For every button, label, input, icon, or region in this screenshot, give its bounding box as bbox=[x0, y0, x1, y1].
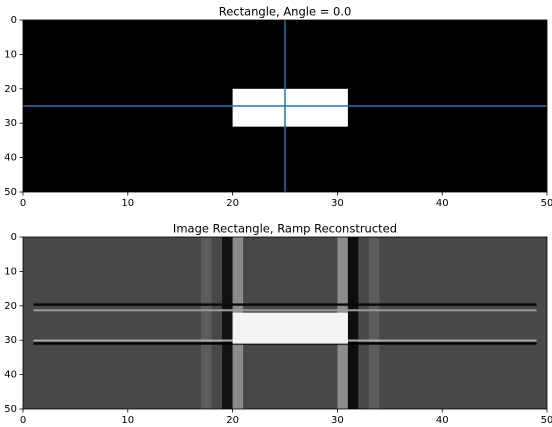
image-region bbox=[233, 89, 348, 127]
x-tick-label: 50 bbox=[541, 415, 552, 423]
y-tick-label: 30 bbox=[4, 118, 17, 129]
x-tick-label: 0 bbox=[20, 415, 26, 423]
chart-title: Rectangle, Angle = 0.0 bbox=[219, 5, 352, 19]
x-tick-label: 40 bbox=[436, 198, 449, 209]
image-region bbox=[222, 237, 232, 409]
y-tick-label: 50 bbox=[4, 404, 17, 415]
x-tick-label: 30 bbox=[331, 198, 344, 209]
image-region bbox=[33, 309, 536, 311]
y-tick-label: 20 bbox=[4, 301, 17, 312]
figure: 0102030405001020304050Rectangle, Angle =… bbox=[0, 0, 552, 423]
y-tick-label: 30 bbox=[4, 335, 17, 346]
x-tick-label: 10 bbox=[121, 198, 134, 209]
image-region bbox=[369, 237, 379, 409]
chart-title: Image Rectangle, Ramp Reconstructed bbox=[173, 222, 397, 236]
y-tick-label: 0 bbox=[11, 15, 17, 26]
y-tick-label: 10 bbox=[4, 49, 17, 60]
y-tick-label: 40 bbox=[4, 153, 17, 164]
image-region bbox=[33, 303, 536, 305]
plot-area bbox=[23, 237, 547, 409]
y-tick-label: 10 bbox=[4, 266, 17, 277]
image-region bbox=[348, 237, 358, 409]
y-tick-label: 20 bbox=[4, 84, 17, 95]
x-tick-label: 0 bbox=[20, 198, 26, 209]
x-tick-label: 50 bbox=[541, 198, 552, 209]
x-tick-label: 20 bbox=[226, 415, 239, 423]
image-region bbox=[201, 237, 211, 409]
x-tick-label: 40 bbox=[436, 415, 449, 423]
x-tick-label: 20 bbox=[226, 198, 239, 209]
y-tick-label: 0 bbox=[11, 232, 17, 243]
image-region bbox=[233, 313, 348, 344]
plot-area bbox=[23, 20, 547, 192]
x-tick-label: 30 bbox=[331, 415, 344, 423]
y-tick-label: 50 bbox=[4, 187, 17, 198]
y-tick-label: 40 bbox=[4, 370, 17, 381]
x-tick-label: 10 bbox=[121, 415, 134, 423]
